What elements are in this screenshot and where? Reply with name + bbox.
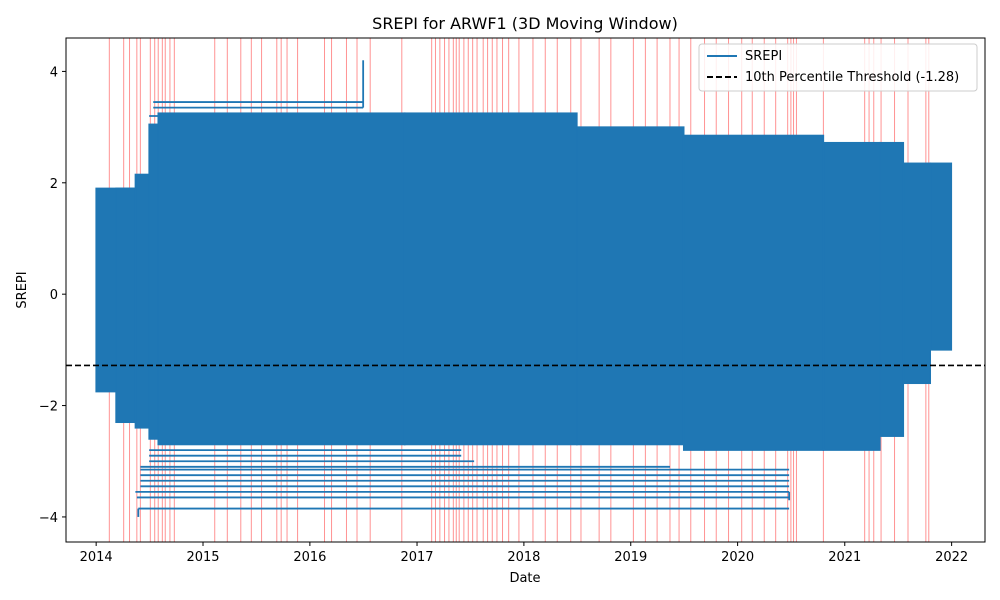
- series-srepi: [95, 60, 953, 517]
- legend-series-label: SREPI: [745, 49, 782, 64]
- plot-area: [66, 38, 985, 542]
- srepi-band-segment: [576, 126, 685, 446]
- x-tick-label: 2020: [721, 550, 754, 565]
- y-tick-label: 4: [50, 65, 58, 80]
- axes-frame: [65, 37, 986, 543]
- srepi-band-segment: [148, 123, 159, 440]
- srepi-band-segment: [929, 162, 953, 351]
- y-tick-label: −4: [39, 511, 58, 526]
- x-tick-label: 2015: [186, 550, 219, 565]
- y-tick-label: 0: [50, 288, 58, 303]
- srepi-band-segment: [403, 112, 578, 446]
- srepi-band-segment: [822, 141, 881, 451]
- srepi-band-segment: [879, 141, 905, 437]
- x-tick-label: 2022: [935, 550, 968, 565]
- legend: SREPI 10th Percentile Threshold (-1.28): [698, 43, 978, 92]
- legend-box: [698, 43, 978, 92]
- y-axis-ticks: −4 −2 0 2 4: [39, 65, 66, 526]
- x-axis-ticks: 2014 2015 2016 2017 2018 2019 2020 2021 2022: [80, 542, 968, 565]
- y-axis-label: SREPI: [15, 271, 30, 308]
- x-axis-label: Date: [509, 571, 540, 586]
- srepi-band-segment: [902, 162, 932, 385]
- x-tick-label: 2019: [614, 550, 647, 565]
- chart-title: SREPI for ARWF1 (3D Moving Window): [372, 14, 678, 33]
- x-tick-label: 2017: [400, 550, 433, 565]
- x-tick-label: 2014: [80, 550, 113, 565]
- x-tick-label: 2016: [293, 550, 326, 565]
- x-tick-label: 2021: [828, 550, 861, 565]
- srepi-band-segment: [115, 187, 137, 424]
- srepi-band-segment: [134, 173, 150, 429]
- srepi-band-segment: [157, 112, 406, 446]
- legend-threshold-label: 10th Percentile Threshold (-1.28): [745, 70, 959, 85]
- y-tick-label: 2: [50, 177, 58, 192]
- srepi-band-segment: [682, 134, 825, 451]
- y-tick-label: −2: [39, 400, 58, 415]
- x-tick-label: 2018: [507, 550, 540, 565]
